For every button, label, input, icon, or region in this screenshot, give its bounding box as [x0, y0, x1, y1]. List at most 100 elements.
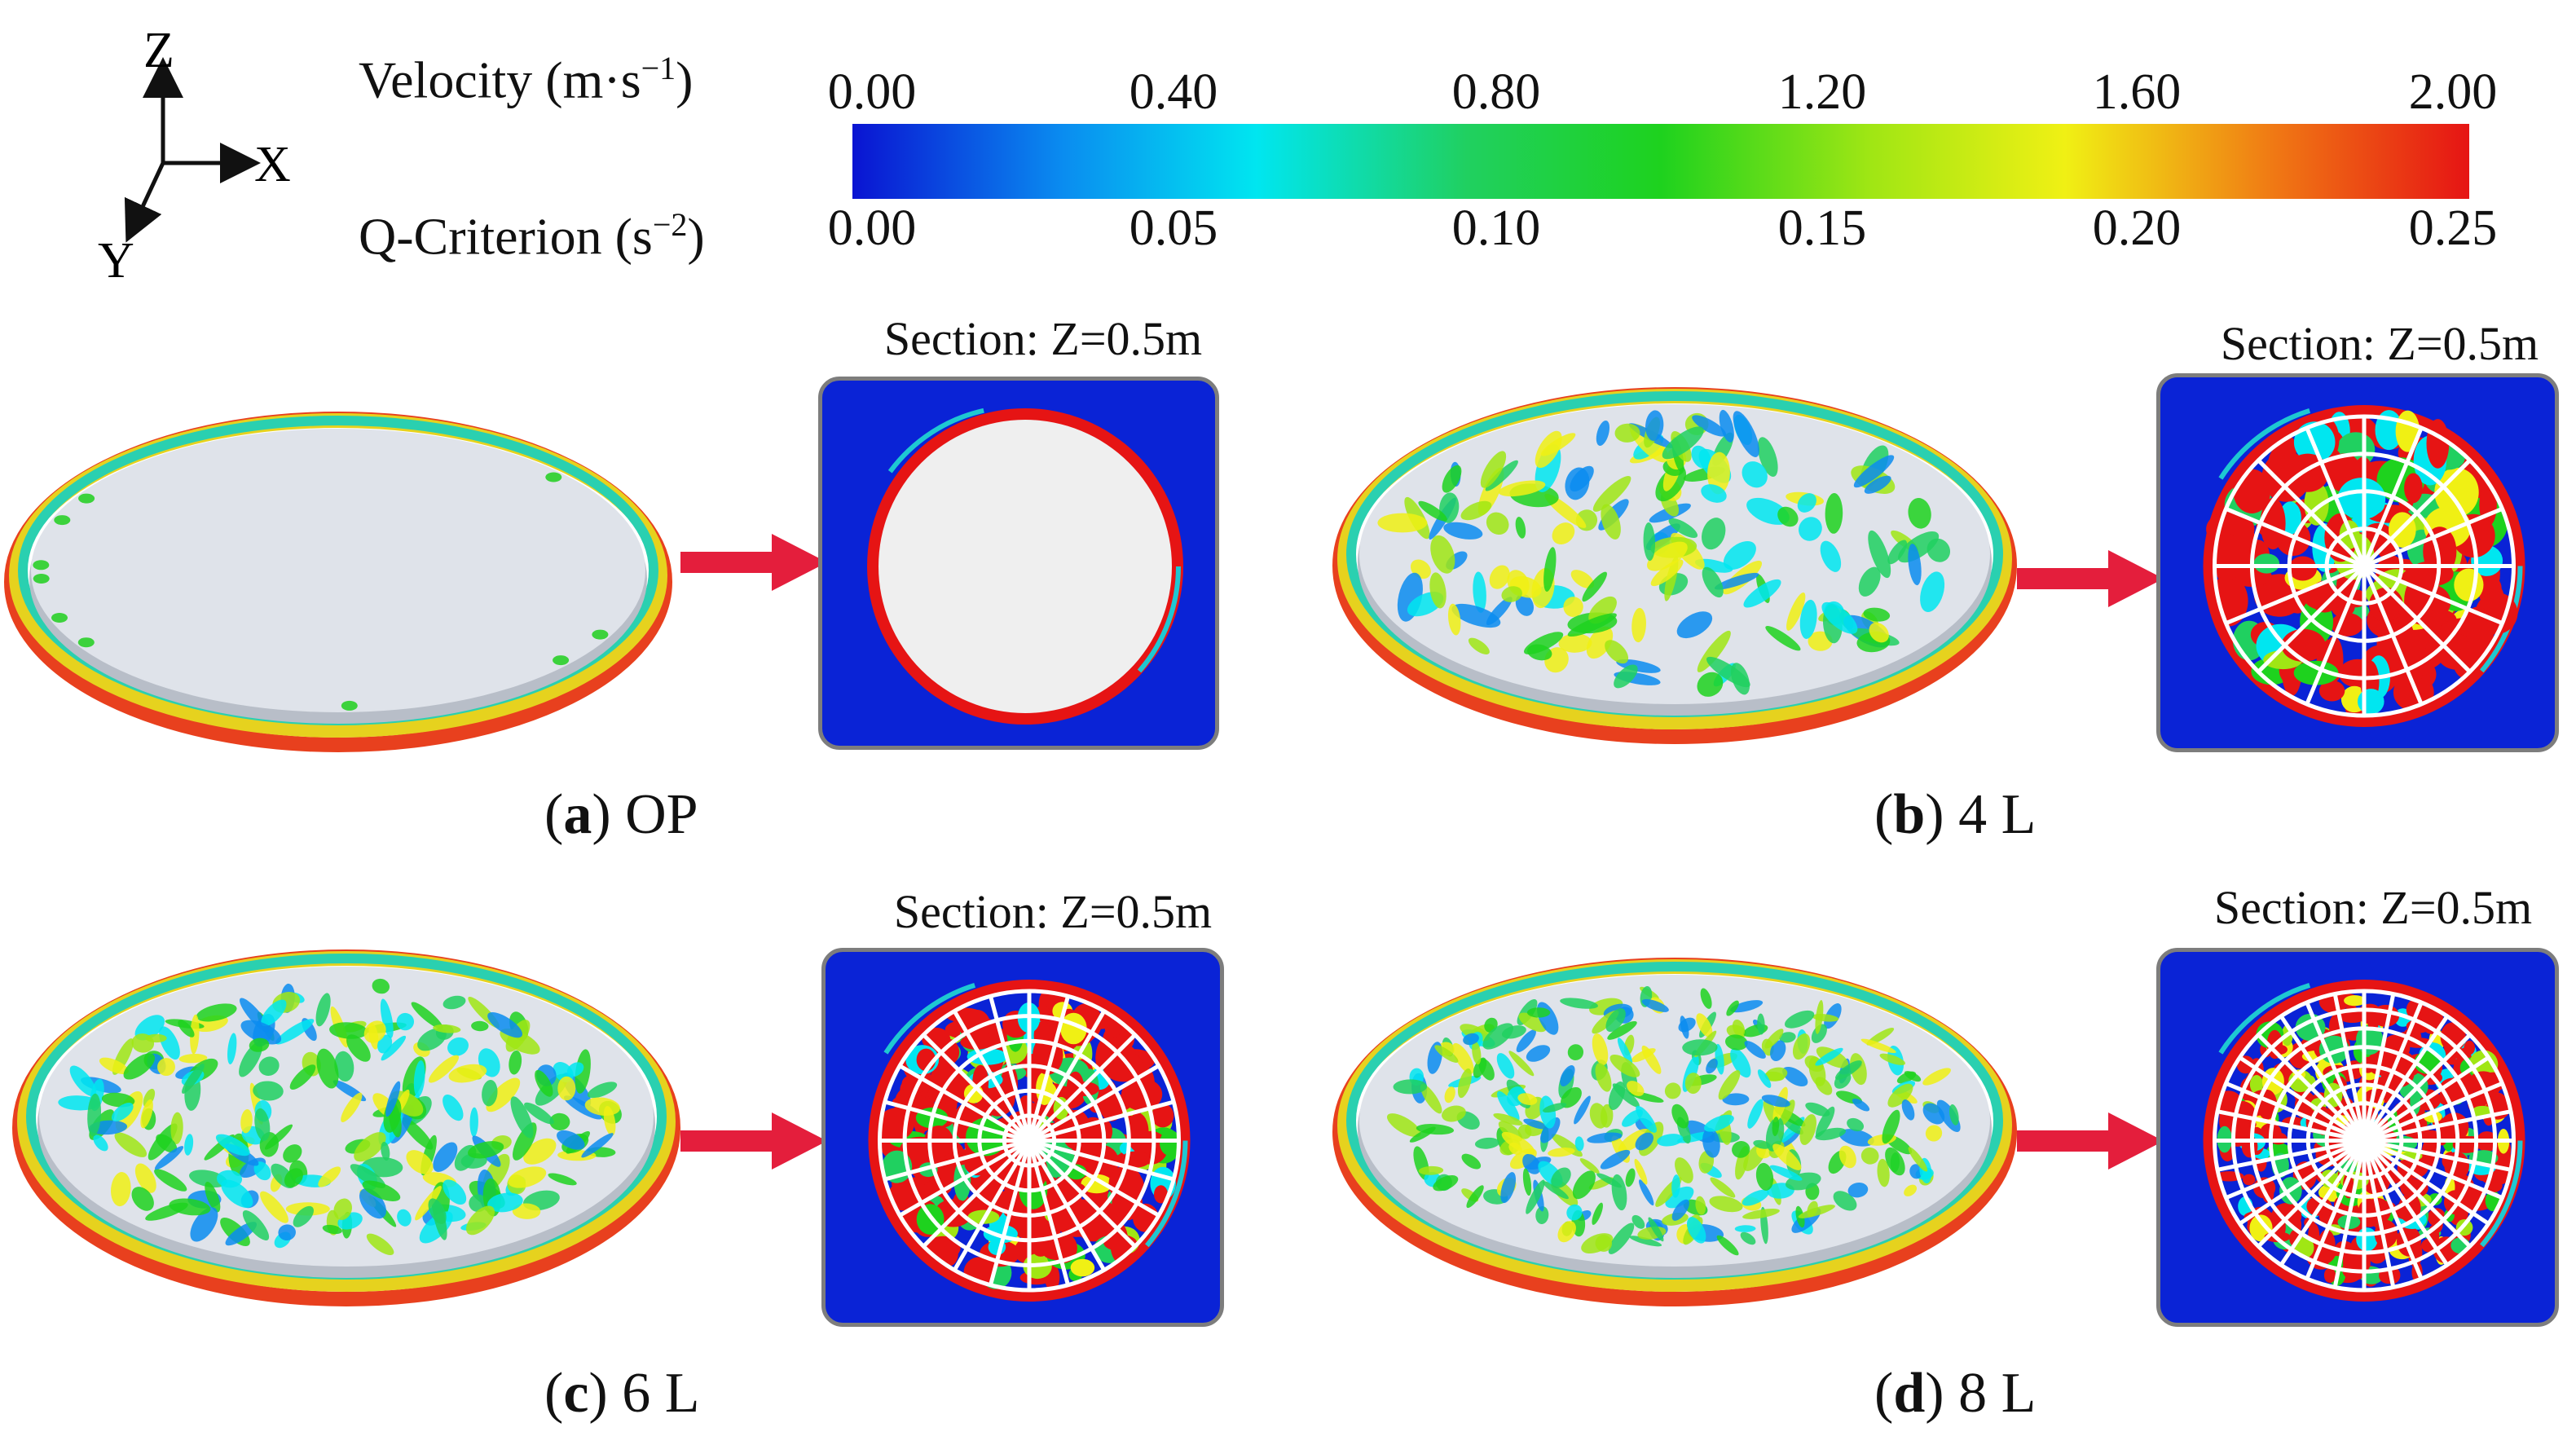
vortex-fragment: [545, 472, 562, 482]
lattice-spoke: [1028, 1099, 1174, 1143]
vortex-structure: [1466, 1185, 1484, 1209]
vortex-structure: [1730, 1000, 1764, 1013]
vortex-structure: [1850, 1053, 1867, 1086]
vortex-structure: [1600, 1149, 1631, 1170]
vortex-structure: [443, 1179, 467, 1205]
panel-a-3d-view: [4, 412, 672, 752]
lattice-spoke: [2362, 1139, 2449, 1267]
vortex-structure: [1643, 522, 1656, 562]
vortex-structure: [289, 1064, 316, 1090]
vortex-fragment: [54, 515, 71, 526]
velocity-tick: 0.00: [827, 64, 917, 120]
panel-b-name: 4 L: [1958, 783, 2037, 846]
vortex-structure: [396, 1012, 414, 1031]
lattice-spoke: [2239, 1139, 2366, 1226]
vortex-structure: [1743, 579, 1781, 608]
vortex-structure: [1518, 1012, 1547, 1033]
vortex-structure: [1675, 1157, 1693, 1183]
vortex-structure: [111, 1172, 131, 1207]
vortex-structure: [487, 1192, 523, 1213]
vortex-structure: [1799, 599, 1817, 639]
vortex-cell: [2434, 467, 2479, 518]
vortex-structure: [575, 1049, 591, 1094]
panel-d-3d-view: [1332, 958, 2017, 1306]
vortex-structure: [334, 1051, 354, 1082]
vortex-structure: [1574, 1095, 1591, 1125]
lattice-spoke: [2305, 1002, 2367, 1142]
panel-c-3d-view: [12, 949, 680, 1306]
vortex-structure: [1418, 500, 1447, 522]
vortex-structure: [1732, 1019, 1746, 1037]
vortex-structure: [1847, 1117, 1865, 1132]
panel-d-caption: (d) 8 L: [1874, 1362, 2037, 1425]
qcriterion-tick: 0.20: [2092, 200, 2182, 256]
vortex-structure: [372, 978, 390, 994]
lattice-spoke: [2332, 993, 2367, 1141]
vortex-structure: [1631, 607, 1646, 643]
vortex-cell: [2426, 419, 2450, 469]
vortex-structure: [362, 1180, 401, 1201]
lattice-spoke: [2257, 1139, 2366, 1249]
vortex-cell: [2293, 660, 2339, 685]
vortex-structure: [1925, 1125, 1943, 1142]
lattice-spoke: [2279, 1139, 2367, 1267]
vortex-structure: [1707, 452, 1730, 495]
vortex-structure: [1714, 572, 1759, 590]
vortex-structure: [1715, 1043, 1724, 1075]
vortex-structure: [1516, 1029, 1536, 1053]
vortex-structure: [253, 1161, 271, 1181]
vortex-structure: [1764, 1029, 1784, 1049]
vortex-cell: [2208, 575, 2248, 627]
velocity-tick: 2.00: [2408, 64, 2498, 120]
vortex-fragment: [33, 560, 50, 571]
boundary-shear-layer: [856, 404, 1181, 729]
vortex-structure: [1786, 592, 1806, 631]
vortex-structure: [1885, 1147, 1905, 1176]
qcriterion-tick: 0.05: [1129, 200, 1218, 256]
vortex-cell: [1160, 1130, 1181, 1156]
vortex-structure: [465, 1205, 495, 1236]
panel-c-letter: c: [563, 1362, 589, 1425]
vortex-structure: [581, 1133, 614, 1158]
vortex-structure: [1879, 1053, 1906, 1065]
vortex-structure: [1636, 1105, 1657, 1133]
vortex-structure: [240, 1109, 253, 1134]
vortex-structure: [1792, 1033, 1811, 1060]
plate-cross-section: [878, 420, 1172, 713]
lattice-spoke: [2363, 1139, 2503, 1200]
vortex-structure: [1609, 1054, 1640, 1077]
vortex-structure: [1605, 1008, 1626, 1033]
lattice-spoke: [2239, 1055, 2366, 1143]
vortex-structure: [1482, 1023, 1514, 1050]
vortex-structure: [1563, 597, 1583, 617]
vortex-structure: [1629, 1236, 1662, 1247]
axes-triad: Z X Y: [98, 24, 291, 289]
vortex-structure: [1657, 1134, 1684, 1147]
lattice-spoke: [898, 1064, 1031, 1143]
lattice-spoke: [2362, 427, 2424, 567]
vortex-structure: [1596, 420, 1610, 447]
vortex-structure: [509, 1050, 522, 1075]
lattice-spoke: [922, 1139, 1031, 1249]
colorbar: [852, 124, 2469, 199]
vortex-structure: [1607, 1020, 1637, 1040]
vortex-structure: [1694, 558, 1733, 573]
lattice-spoke: [2362, 1033, 2472, 1143]
qcriterion-exponent: −2: [652, 206, 688, 243]
vortex-structure: [1567, 613, 1617, 637]
vortex-structure: [1570, 465, 1594, 492]
vortex-structure: [1588, 596, 1617, 624]
vortex-structure: [1671, 1104, 1689, 1129]
vortex-structure: [1730, 1047, 1751, 1078]
panel-c-section-title: Section: Z=0.5m: [893, 885, 1213, 938]
vortex-structure: [1572, 1170, 1596, 1200]
vortex-structure: [178, 1054, 208, 1064]
vortex-structure: [564, 1095, 602, 1120]
boundary-shear-layer: [2192, 976, 2523, 1306]
vortex-structure: [385, 1081, 401, 1117]
lattice-spoke: [884, 1139, 1030, 1182]
lattice-spoke: [2217, 1109, 2365, 1143]
vortex-structure: [1757, 1013, 1765, 1035]
vortex-structure: [413, 1060, 425, 1098]
vortex-structure: [1501, 1131, 1535, 1155]
